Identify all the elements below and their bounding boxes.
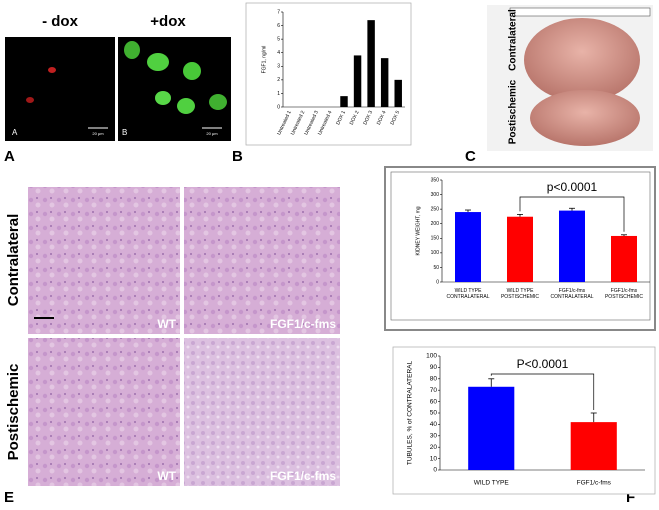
y-tick-label: 3: [277, 64, 280, 70]
y-tick-label: 70: [430, 387, 438, 394]
bar: [394, 79, 402, 107]
image-tag: B: [122, 128, 127, 137]
cell: [147, 53, 169, 71]
panel-letter: F: [626, 489, 635, 506]
y-tick-label: 150: [431, 236, 440, 242]
x-tick-label: DOX 4: [376, 110, 388, 126]
bar: [340, 96, 348, 107]
histology: [184, 338, 340, 486]
scale-label: 20 μm: [206, 131, 218, 136]
bar: [353, 55, 362, 107]
x-tick-label: WILD TYPE CONTRALATERAL: [446, 288, 490, 300]
y-tick-label: 30: [430, 433, 438, 440]
ruler: [509, 7, 651, 17]
x-tick-label: WILD TYPE: [474, 480, 510, 487]
image-label: FGF1/c-fms: [270, 317, 336, 331]
x-tick-label: WILD TYPE POSTISCHEMIC: [500, 288, 540, 300]
y-tick-label: 0: [433, 467, 437, 474]
y-tick-label: 100: [426, 353, 437, 360]
x-tick-label: FGF1/c-fms: [577, 480, 612, 487]
y-tick-label: 2: [277, 77, 280, 83]
y-tick-label: 50: [433, 265, 439, 271]
y-tick-label: 1: [277, 91, 280, 97]
annotation: P<0.0001: [517, 357, 569, 371]
micrograph: [5, 37, 115, 141]
y-tick-label: 350: [431, 177, 440, 183]
kidney: [530, 90, 640, 146]
image-tag: A: [12, 128, 18, 137]
y-tick-label: 60: [430, 398, 438, 405]
cell: [209, 94, 227, 110]
cell: [155, 91, 171, 105]
cell: [124, 41, 140, 59]
y-tick-label: 100: [431, 250, 440, 256]
cell: [26, 97, 34, 103]
bar: [507, 216, 533, 282]
photo-label: Postischemic: [508, 79, 519, 144]
y-tick-label: 300: [431, 192, 440, 198]
y-tick-label: 80: [430, 376, 438, 383]
y-tick-label: 10: [430, 455, 438, 462]
panel-letter: A: [4, 148, 15, 165]
y-axis-label: KIDNEY WEIGHT, mg: [415, 206, 421, 255]
image-label: WT: [157, 317, 176, 331]
x-tick-label: DOX 1: [335, 110, 347, 126]
kidney: [524, 18, 640, 102]
y-tick-label: 40: [430, 421, 438, 428]
bracket: [490, 373, 595, 410]
y-tick-label: 5: [277, 36, 280, 42]
y-tick-label: 4: [277, 50, 280, 56]
panel-title: +dox: [150, 13, 186, 30]
image-label: FGF1/c-fms: [270, 469, 336, 483]
histology: [28, 187, 180, 334]
cell: [48, 67, 56, 73]
bar: [570, 422, 617, 470]
y-tick-label: 200: [431, 221, 440, 227]
y-tick-label: 6: [277, 23, 280, 29]
cell: [183, 62, 201, 80]
panel-letter: E: [4, 489, 14, 506]
histology: [184, 187, 340, 334]
panel-title: - dox: [42, 13, 78, 30]
x-tick-label: FGF1/c-fms POSTISCHEMIC: [604, 288, 644, 300]
x-tick-label: FGF1/c-fms CONTRALATERAL: [550, 288, 594, 300]
y-tick-label: 250: [431, 206, 440, 212]
bracket: [519, 196, 625, 232]
photo-label: Contralateral: [508, 9, 519, 71]
x-tick-label: DOX 3: [362, 110, 374, 126]
scale-label: 20 μm: [92, 131, 104, 136]
panel-letter: C: [465, 148, 476, 165]
annotation: p<0.0001: [547, 180, 598, 194]
bar: [611, 235, 637, 282]
y-tick-label: 50: [430, 410, 438, 417]
bar: [559, 210, 585, 282]
panel-letter: B: [232, 148, 243, 165]
cell: [177, 98, 195, 114]
y-tick-label: 0: [436, 279, 439, 285]
row-label: Postischemic: [5, 364, 22, 461]
chart-frame: [390, 171, 651, 321]
y-axis-label: FGF1, ng/ml: [261, 46, 267, 74]
y-tick-label: 20: [430, 444, 438, 451]
x-tick-label: DOX 5: [389, 110, 401, 126]
bar: [380, 58, 389, 107]
x-tick-label: DOX 2: [349, 110, 361, 126]
y-tick-label: 90: [430, 364, 438, 371]
bar: [455, 212, 481, 282]
y-tick-label: 0: [277, 104, 280, 110]
y-tick-label: 7: [277, 9, 280, 15]
row-label: Contralateral: [5, 214, 22, 307]
y-axis-label: TUBULES, % of CONTRALATERAL: [407, 360, 414, 465]
bar: [468, 386, 515, 470]
image-label: WT: [157, 469, 176, 483]
histology: [28, 338, 180, 486]
bar: [367, 20, 375, 108]
